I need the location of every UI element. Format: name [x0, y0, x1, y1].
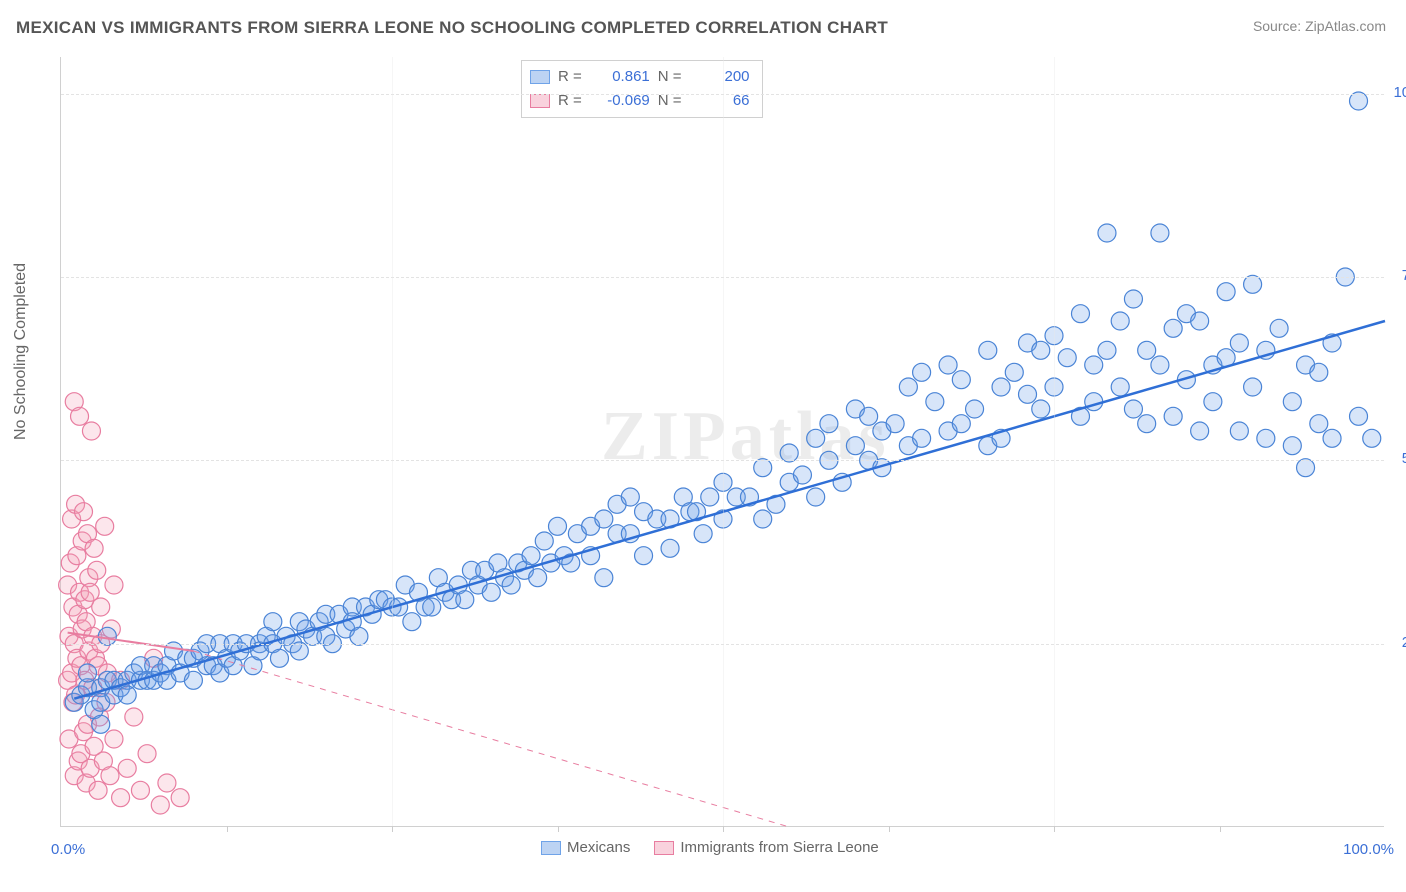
- plot-area: ZIPatlas R = 0.861 N = 200 R = -0.069 N …: [60, 57, 1384, 827]
- chart-container: MEXICAN VS IMMIGRANTS FROM SIERRA LEONE …: [0, 0, 1406, 892]
- legend-swatch-2: [654, 841, 674, 855]
- y-axis-label: No Schooling Completed: [12, 263, 30, 440]
- legend-item: Immigrants from Sierra Leone: [654, 839, 878, 856]
- series-legend: Mexicans Immigrants from Sierra Leone: [541, 839, 879, 856]
- legend-label: Mexicans: [567, 839, 630, 856]
- chart-title: MEXICAN VS IMMIGRANTS FROM SIERRA LEONE …: [16, 18, 888, 38]
- legend-swatch-1: [541, 841, 561, 855]
- legend-item: Mexicans: [541, 839, 630, 856]
- source-label: Source: ZipAtlas.com: [1253, 18, 1386, 34]
- legend-label: Immigrants from Sierra Leone: [680, 839, 878, 856]
